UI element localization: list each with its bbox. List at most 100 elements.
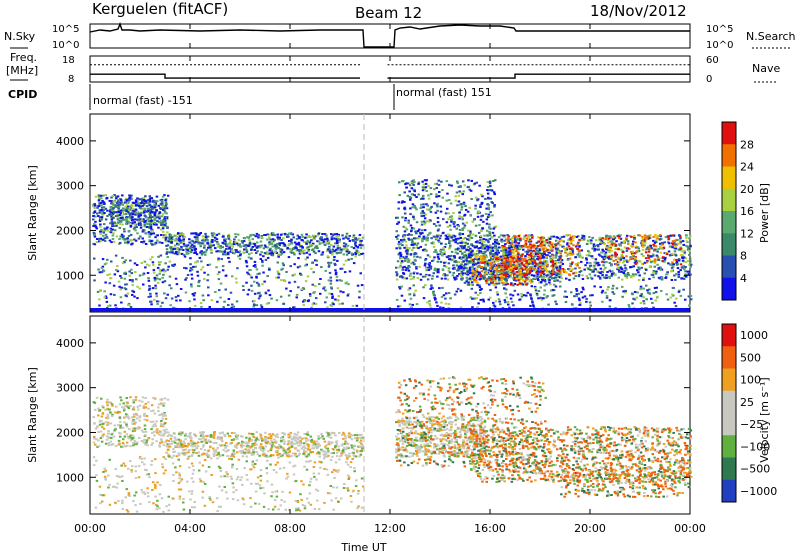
heatmap-cell — [210, 245, 213, 247]
heatmap-cell — [506, 242, 509, 244]
heatmap-cell — [139, 275, 142, 277]
heatmap-cell — [623, 270, 626, 272]
heatmap-cell — [493, 262, 496, 264]
heatmap-cell — [411, 194, 414, 196]
heatmap-cell — [330, 287, 333, 289]
heatmap-cell — [132, 202, 135, 204]
heatmap-cell — [461, 218, 464, 220]
heatmap-cell — [543, 294, 546, 296]
heatmap-cell — [275, 277, 278, 279]
heatmap-cell — [250, 252, 253, 254]
heatmap-cell — [632, 241, 635, 243]
heatmap-cell — [149, 293, 152, 295]
heatmap-cell — [667, 299, 670, 301]
heatmap-cell — [202, 235, 205, 237]
heatmap-cell — [258, 297, 261, 299]
heatmap-cell — [524, 244, 527, 246]
heatmap-cell — [637, 271, 640, 273]
heatmap-cell — [611, 273, 614, 275]
heatmap-cell — [167, 269, 170, 271]
heatmap-cell — [491, 214, 494, 216]
heatmap-cell — [161, 269, 164, 271]
heatmap-cell — [405, 187, 408, 189]
heatmap-cell — [112, 238, 115, 240]
heatmap-cell — [448, 255, 451, 257]
heatmap-cell — [433, 256, 436, 258]
heatmap-cell — [166, 231, 169, 233]
heatmap-cell — [653, 292, 656, 294]
heatmap-cell — [114, 225, 117, 227]
heatmap-cell — [536, 294, 539, 296]
heatmap-cell — [497, 294, 500, 296]
heatmap-cell — [189, 247, 192, 249]
heatmap-cell — [468, 271, 471, 273]
heatmap-cell — [215, 266, 218, 268]
heatmap-cell — [500, 234, 503, 236]
heatmap-cell — [111, 229, 114, 231]
heatmap-cell — [463, 227, 466, 229]
heatmap-cell — [480, 288, 483, 290]
heatmap-cell — [341, 234, 344, 236]
heatmap-cell — [624, 247, 627, 249]
heatmap-cell — [671, 279, 674, 281]
heatmap-cell — [442, 232, 445, 234]
heatmap-cell — [92, 215, 95, 217]
heatmap-cell — [459, 229, 462, 231]
heatmap-cell — [517, 273, 520, 275]
heatmap-cell — [105, 194, 108, 196]
heatmap-cell — [334, 299, 337, 301]
heatmap-cell — [201, 240, 204, 242]
heatmap-cell — [460, 290, 463, 292]
heatmap-cell — [649, 266, 652, 268]
heatmap-cell — [570, 265, 573, 267]
heatmap-cell — [423, 297, 426, 299]
heatmap-cell — [245, 282, 248, 284]
heatmap-cell — [258, 273, 261, 275]
heatmap-cell — [118, 281, 121, 283]
heatmap-cell — [311, 262, 314, 264]
heatmap-cell — [330, 262, 333, 264]
heatmap-cell — [518, 242, 521, 244]
heatmap-cell — [546, 249, 549, 251]
heatmap-cell — [109, 240, 112, 242]
heatmap-cell — [488, 299, 491, 301]
heatmap-cell — [617, 266, 620, 268]
heatmap-cell — [335, 273, 338, 275]
heatmap-cell — [616, 287, 619, 289]
heatmap-cell — [100, 240, 103, 242]
heatmap-cell — [533, 245, 536, 247]
heatmap-cell — [646, 261, 649, 263]
heatmap-cell — [196, 271, 199, 273]
heatmap-cell — [472, 270, 475, 272]
heatmap-cell — [647, 254, 650, 256]
heatmap-cell — [172, 265, 175, 267]
heatmap-cell — [465, 267, 468, 269]
heatmap-cell — [510, 269, 512, 271]
heatmap-cell — [307, 241, 310, 243]
heatmap-cell — [255, 235, 258, 237]
heatmap-cell — [633, 238, 636, 240]
heatmap-cell — [303, 304, 306, 306]
heatmap-cell — [614, 248, 617, 250]
heatmap-cell — [125, 288, 128, 290]
heatmap-cell — [182, 233, 185, 235]
heatmap-cell — [249, 235, 252, 237]
heatmap-cell — [305, 243, 308, 245]
heatmap-cell — [406, 253, 409, 255]
heatmap-cell — [126, 295, 129, 297]
heatmap-cell — [529, 294, 532, 296]
heatmap-cell — [401, 216, 404, 218]
heatmap-cell — [157, 234, 160, 236]
heatmap-cell — [437, 271, 440, 273]
heatmap-cell — [103, 223, 106, 225]
heatmap-cell — [552, 264, 555, 266]
heatmap-cell — [328, 279, 331, 281]
heatmap-cell — [113, 211, 116, 213]
heatmap-cell — [498, 298, 501, 300]
heatmap-cell — [424, 263, 427, 265]
heatmap-cell — [328, 293, 331, 295]
heatmap-cell — [436, 210, 439, 212]
heatmap-cell — [489, 211, 492, 213]
heatmap-cell — [491, 247, 494, 249]
heatmap-cell — [423, 212, 426, 214]
